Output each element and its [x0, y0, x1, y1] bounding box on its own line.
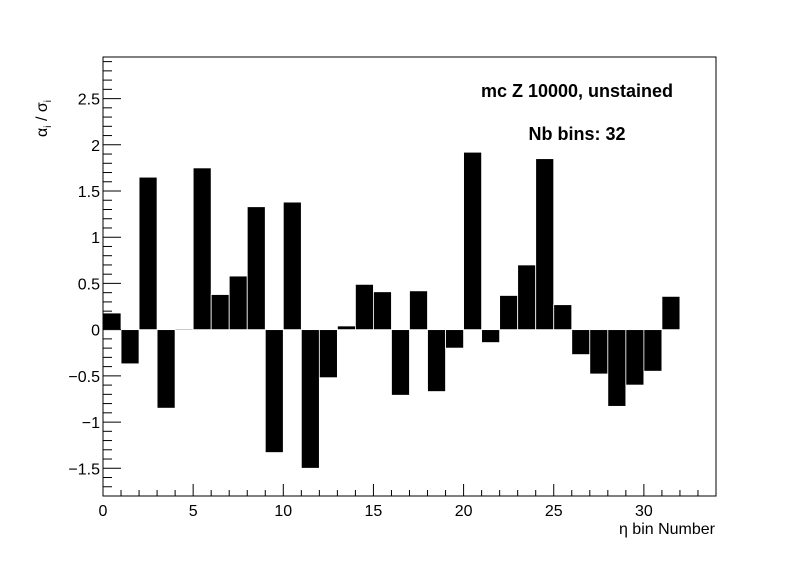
x-tick-label: 30	[635, 503, 653, 520]
annotation-bins: Nb bins: 32	[528, 124, 625, 144]
bar-bin-22	[499, 295, 519, 331]
bar-bin-28	[607, 329, 627, 407]
bar-bin-26	[571, 329, 591, 355]
bar-bin-14	[355, 283, 374, 331]
y-axis-title-sigma-sub: i	[43, 100, 54, 102]
y-tick-label: 2	[91, 138, 100, 155]
x-tick-label: 20	[455, 503, 473, 520]
bar-bin-10	[282, 201, 302, 331]
bar-bin-1	[120, 329, 140, 365]
bar-bin-15	[373, 291, 392, 331]
bar-bin-0	[102, 312, 122, 331]
y-axis-title-sigma: σ	[34, 102, 51, 112]
y-axis-title-alpha: α	[34, 128, 51, 137]
y-axis-title-sep: /	[34, 112, 51, 125]
y-axis-title: αi / σi	[34, 100, 54, 137]
x-tick-label: 10	[274, 503, 292, 520]
bar-bin-18	[427, 329, 446, 392]
x-axis-tick-labels: 0 5 10 15 20 25 30	[99, 503, 653, 520]
x-tick-label: 0	[99, 503, 108, 520]
bar-bin-17	[409, 290, 428, 331]
x-axis-ticks	[102, 484, 717, 496]
y-tick-label: −1.5	[68, 461, 100, 478]
y-tick-label: 0	[91, 323, 100, 340]
y-tick-label: 2.5	[78, 92, 100, 109]
bar-bin-24	[535, 158, 555, 331]
y-axis-ticks	[103, 61, 121, 497]
annotation-sample: mc Z 10000, unstained	[481, 81, 673, 101]
bar-bin-12	[318, 329, 338, 379]
bar-bin-30	[643, 329, 663, 372]
bar-bin-9	[264, 329, 284, 453]
bar-bin-4	[174, 328, 194, 331]
x-tick-label: 5	[189, 503, 198, 520]
y-axis-title-alpha-sub: i	[43, 125, 54, 127]
bar-bin-13	[336, 325, 356, 331]
bar-bin-8	[246, 206, 266, 331]
bar-bin-20	[463, 151, 483, 331]
bar-bin-25	[553, 304, 573, 331]
x-axis-title: η bin Number	[619, 521, 716, 538]
bar-bin-5	[192, 167, 212, 331]
y-tick-label: 1	[91, 230, 100, 247]
bar-bin-27	[589, 329, 609, 375]
y-tick-label: −1	[82, 415, 100, 432]
bar-bin-29	[625, 329, 645, 386]
bar-bin-16	[391, 329, 410, 396]
x-tick-label: 15	[365, 503, 383, 520]
bars-group	[102, 151, 681, 469]
bar-bin-6	[210, 294, 230, 331]
bar-bin-31	[661, 295, 681, 331]
y-tick-label: −0.5	[68, 369, 100, 386]
bar-bin-7	[228, 275, 248, 331]
y-axis-tick-labels: −1.5 −1 −0.5 0 0.5 1 1.5 2 2.5	[68, 92, 100, 479]
bar-bin-11	[300, 329, 320, 469]
bar-bin-19	[445, 329, 464, 349]
bar-bin-3	[156, 329, 176, 409]
bar-bin-23	[517, 264, 537, 331]
y-tick-label: 1.5	[78, 184, 100, 201]
y-tick-label: 0.5	[78, 276, 100, 293]
bar-bin-21	[481, 329, 501, 343]
bar-bin-2	[138, 176, 158, 331]
x-tick-label: 25	[545, 503, 563, 520]
